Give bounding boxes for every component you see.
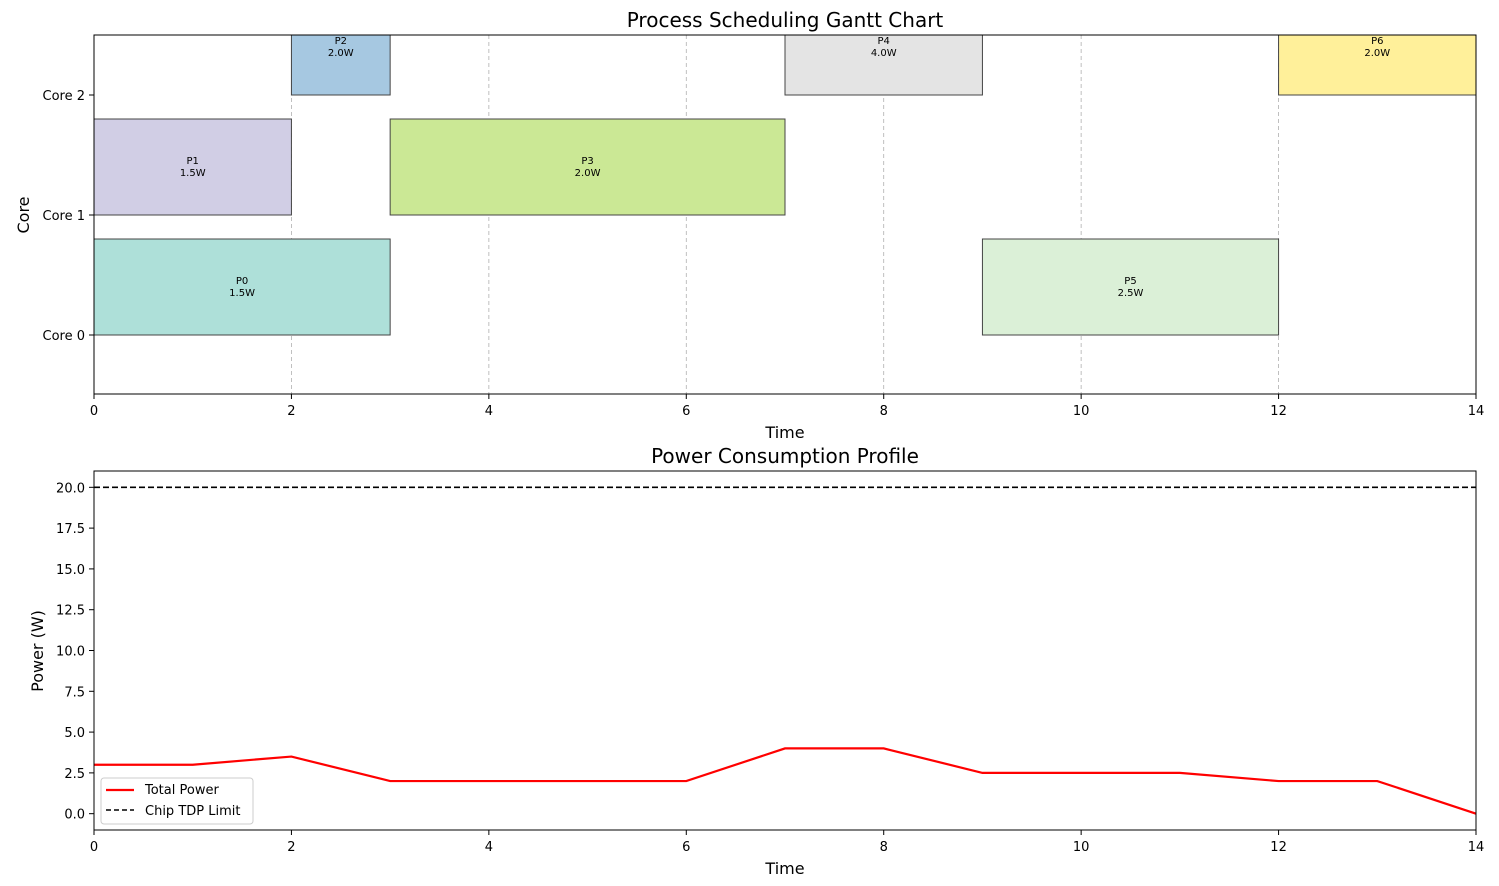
gantt-bar-name: P2 xyxy=(335,36,347,47)
gantt-bar xyxy=(981,238,1280,336)
power-x-tick-label: 10 xyxy=(1073,840,1090,855)
gantt-y-tick-label: Core 1 xyxy=(43,209,86,224)
gantt-x-axis: 0 2 4 6 8 10 12 14 xyxy=(90,394,1484,419)
gantt-x-tick-label: 0 xyxy=(90,404,98,419)
power-y-tick-label: 10.0 xyxy=(56,645,85,660)
power-x-tick-label: 14 xyxy=(1468,840,1485,855)
gantt-bar-power: 2.0W xyxy=(575,168,601,179)
power-plot-frame xyxy=(93,470,1477,831)
power-x-tick-label: 8 xyxy=(880,840,888,855)
power-y-tick-label: 20.0 xyxy=(56,481,85,496)
power-y-tick-label: 15.0 xyxy=(56,563,85,578)
gantt-x-tick-label: 10 xyxy=(1073,404,1090,419)
gantt-bar-name: P3 xyxy=(581,156,593,167)
gantt-title: Process Scheduling Gantt Chart xyxy=(627,8,944,32)
gantt-bars: P01.5WP11.5WP22.0WP32.0WP44.0WP52.5WP62.… xyxy=(93,34,1477,336)
power-y-tick-label: 7.5 xyxy=(64,685,85,700)
gantt-y-tick-label: Core 0 xyxy=(43,329,86,344)
gantt-bar xyxy=(389,118,786,216)
gantt-x-tick-label: 6 xyxy=(682,404,690,419)
power-chart: Power Consumption Profile 0 2 4 6 8 10 12 14 0.… xyxy=(28,444,1484,878)
power-series xyxy=(94,486,1477,815)
gantt-bar-name: P4 xyxy=(878,36,890,47)
gantt-bar xyxy=(93,118,292,216)
gantt-y-axis: Core 0 Core 1 Core 2 xyxy=(43,89,94,344)
power-x-axis: 0 2 4 6 8 10 12 14 xyxy=(90,830,1484,855)
power-y-axis: 0.0 2.5 5.0 7.5 10.0 12.5 15.0 17.5 20.0 xyxy=(56,481,94,823)
gantt-x-tick-label: 4 xyxy=(485,404,493,419)
gantt-x-tick-label: 14 xyxy=(1468,404,1485,419)
gantt-x-tick-label: 8 xyxy=(880,404,888,419)
legend-label-tdp-limit: Chip TDP Limit xyxy=(145,804,240,819)
power-title: Power Consumption Profile xyxy=(651,444,919,468)
gantt-bar-power: 2.0W xyxy=(328,48,354,59)
gantt-chart: Process Scheduling Gantt Chart P01.5WP11… xyxy=(14,8,1484,442)
gantt-bar-name: P6 xyxy=(1371,36,1383,47)
gantt-bar-power: 2.0W xyxy=(1364,48,1390,59)
power-y-tick-label: 5.0 xyxy=(64,726,85,741)
gantt-bar-power: 2.5W xyxy=(1118,288,1144,299)
power-x-tick-label: 12 xyxy=(1270,840,1287,855)
legend-box xyxy=(100,777,254,825)
legend-label-total-power: Total Power xyxy=(144,783,219,798)
power-x-axis-label: Time xyxy=(764,859,804,878)
power-x-tick-label: 6 xyxy=(682,840,690,855)
power-y-tick-label: 17.5 xyxy=(56,522,85,537)
gantt-bar xyxy=(1278,34,1477,96)
power-x-tick-label: 2 xyxy=(287,840,295,855)
gantt-y-tick-label: Core 2 xyxy=(43,89,86,104)
gantt-y-axis-label: Core xyxy=(14,196,33,233)
power-x-tick-label: 0 xyxy=(90,840,98,855)
gantt-bar-name: P1 xyxy=(187,156,199,167)
gantt-x-axis-label: Time xyxy=(764,423,804,442)
power-series-line xyxy=(94,747,1477,815)
power-y-tick-label: 0.0 xyxy=(64,808,85,823)
gantt-bar-name: P5 xyxy=(1124,276,1136,287)
power-y-axis-label: Power (W) xyxy=(28,610,47,692)
gantt-x-tick-label: 12 xyxy=(1270,404,1287,419)
gantt-bar-power: 4.0W xyxy=(871,48,897,59)
gantt-bar-power: 1.5W xyxy=(229,288,255,299)
gantt-bar xyxy=(93,238,391,336)
power-y-tick-label: 12.5 xyxy=(56,604,85,619)
gantt-x-tick-label: 2 xyxy=(287,404,295,419)
power-x-tick-label: 4 xyxy=(485,840,493,855)
gantt-bar-power: 1.5W xyxy=(180,168,206,179)
gantt-bar xyxy=(290,34,391,96)
power-legend: Total Power Chip TDP Limit xyxy=(100,777,254,825)
gantt-bar-name: P0 xyxy=(236,276,248,287)
power-y-tick-label: 2.5 xyxy=(64,767,85,782)
